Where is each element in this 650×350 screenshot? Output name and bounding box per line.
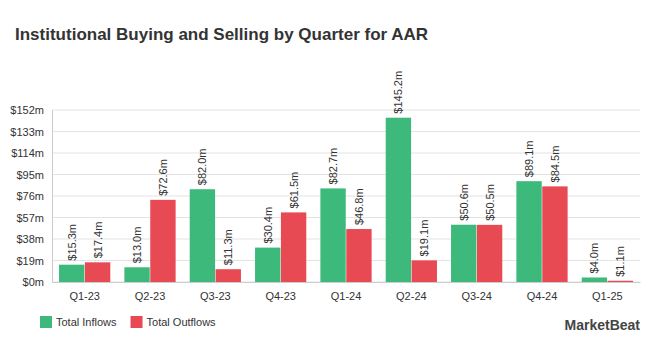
data-label: $11.3m <box>222 229 234 265</box>
x-tick-label: Q2-24 <box>396 290 427 302</box>
data-label: $145.2m <box>392 71 404 114</box>
legend-label: Total Inflows <box>56 316 117 328</box>
bar <box>255 248 280 282</box>
data-label: $19.1m <box>418 220 430 257</box>
legend: Total Inflows Total Outflows <box>40 316 216 328</box>
x-tick-label: Q4-24 <box>527 290 558 302</box>
title: Institutional Buying and Selling by Quar… <box>15 25 428 44</box>
grid <box>52 110 640 282</box>
bar <box>477 225 502 282</box>
legend-swatch <box>131 316 143 328</box>
x-axis: Q1-23 Q2-23 Q3-23 Q4-23 Q1-24 Q2-24 Q3-24 Q4-24… <box>53 282 641 302</box>
data-label: $89.1m <box>523 140 535 177</box>
data-label: $30.4m <box>262 207 274 244</box>
y-tick-label: $57m <box>16 212 44 224</box>
data-label: $13.0m <box>131 227 143 264</box>
data-label: $61.5m <box>288 172 300 209</box>
data-label: $15.3m <box>66 224 78 261</box>
grid-line <box>52 110 640 111</box>
y-tick-label: $152m <box>10 104 44 116</box>
bar <box>386 118 411 282</box>
y-tick: $76m <box>16 190 52 202</box>
x-tick: Q4-24 <box>527 282 558 302</box>
y-tick-label: $38m <box>16 233 44 245</box>
bar <box>281 212 306 282</box>
x-tick: Q3-23 <box>200 282 231 302</box>
y-tick-label: $0m <box>23 276 44 288</box>
x-axis-line <box>53 282 641 283</box>
x-tick-label: Q2-23 <box>135 290 166 302</box>
y-tick-label: $133m <box>10 126 44 138</box>
data-label: $84.5m <box>549 146 561 183</box>
data-label: $46.8m <box>353 188 365 225</box>
x-tick-label: Q3-24 <box>461 290 492 302</box>
y-tick-label: $114m <box>11 147 44 159</box>
x-tick-label: Q3-23 <box>200 290 231 302</box>
y-tick: $95m <box>16 169 52 181</box>
data-label: $17.4m <box>92 222 104 259</box>
bar <box>216 269 241 282</box>
x-tick: Q2-24 <box>396 282 427 302</box>
legend-label: Total Outflows <box>147 316 217 328</box>
y-tick-label: $95m <box>16 169 44 181</box>
bar <box>451 225 476 282</box>
x-tick: Q2-23 <box>135 282 166 302</box>
y-tick: $0m <box>23 276 52 288</box>
x-tick: Q4-23 <box>265 282 296 302</box>
bar <box>346 229 371 282</box>
bar <box>516 181 541 282</box>
bar <box>608 281 633 282</box>
x-tick: Q1-24 <box>331 282 362 302</box>
x-tick-label: Q1-24 <box>331 290 362 302</box>
bar <box>542 186 567 282</box>
data-label: $82.0m <box>196 149 208 186</box>
bars <box>59 118 633 282</box>
bar <box>582 277 607 282</box>
bar <box>59 265 84 282</box>
brand: MarketBeat <box>565 317 641 333</box>
x-tick-label: Q1-25 <box>592 290 623 302</box>
data-label: $1.1m <box>614 246 626 277</box>
legend-swatch <box>40 316 52 328</box>
y-tick: $57m <box>16 212 52 224</box>
x-tick-label: Q4-23 <box>265 290 296 302</box>
bar <box>190 189 215 282</box>
bar <box>85 262 110 282</box>
y-axis-line <box>52 111 53 283</box>
bar <box>150 200 175 282</box>
y-tick: $152m <box>10 104 52 116</box>
y-tick: $19m <box>16 255 52 267</box>
grid-line <box>52 131 640 132</box>
y-tick: $133m <box>10 126 52 138</box>
y-tick: $114m <box>11 147 52 159</box>
y-tick-label: $76m <box>16 190 44 202</box>
x-tick: Q1-25 <box>592 282 623 302</box>
chart: Institutional Buying and Selling by Quar… <box>0 0 650 350</box>
data-label: $72.6m <box>157 159 169 196</box>
x-tick-label: Q1-23 <box>69 290 100 302</box>
y-tick: $38m <box>16 233 52 245</box>
y-tick-label: $19m <box>16 255 44 267</box>
data-labels: $15.3m $13.0m $82.0m $30.4m $82.7m $145.2m $50… <box>66 71 627 277</box>
bar <box>320 188 345 282</box>
bar <box>412 260 437 282</box>
x-tick: Q1-23 <box>69 282 100 302</box>
y-axis: $0m $19m $38m $57m $76m $95m $114m $133m $152m <box>10 104 52 288</box>
data-label: $50.5m <box>484 184 496 221</box>
bar <box>124 267 149 282</box>
data-label: $50.6m <box>458 184 470 221</box>
data-label: $4.0m <box>588 243 600 274</box>
data-label: $82.7m <box>327 148 339 185</box>
x-tick: Q3-24 <box>461 282 492 302</box>
